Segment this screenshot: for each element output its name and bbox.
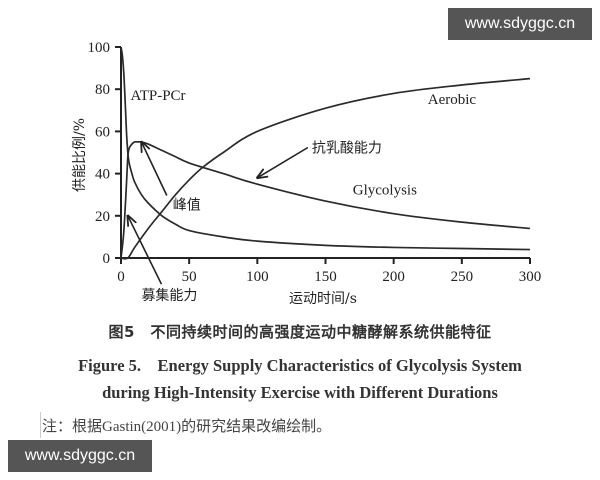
annotation-arrow: [141, 142, 168, 196]
figure-caption-english-line1: Figure 5. Energy Supply Characteristics …: [78, 356, 522, 375]
annotation-label: 募集能力: [141, 287, 197, 304]
annotation-label: Aerobic: [428, 92, 477, 108]
x-tick-label: 150: [314, 269, 337, 285]
annotation-label: ATP-PCr: [131, 88, 186, 104]
energy-supply-chart: 0 20 40 60 80 100 0 50 100 150 200 250 300 运动时间/s 供能比例…: [72, 40, 541, 307]
y-axis-label: 供能比例/%: [72, 118, 88, 192]
annotation-arrow: [257, 146, 309, 178]
y-tick-label: 100: [88, 40, 111, 56]
chart-axes: 0 20 40 60 80 100 0 50 100 150 200 250 300 运动时间/s 供能比例…: [72, 40, 541, 307]
y-tick-label: 60: [95, 124, 110, 140]
note-divider: [40, 412, 41, 438]
annotation-label: 抗乳酸能力: [312, 141, 382, 157]
x-tick-label: 0: [117, 269, 125, 285]
figure-note: 注：根据Gastin(2001)的研究结果改编绘制。: [42, 419, 332, 435]
x-tick-label: 100: [246, 269, 269, 285]
annotation-label: 峰值: [173, 197, 201, 213]
y-tick-label: 80: [95, 82, 110, 98]
watermark-top: www.sdyggc.cn: [448, 8, 592, 40]
y-tick-label: 40: [95, 167, 110, 183]
x-axis-label: 运动时间/s: [289, 291, 357, 307]
annotation-arrow: [128, 216, 163, 285]
annotation-label: Glycolysis: [353, 183, 417, 199]
y-tick-label: 0: [103, 251, 111, 267]
series-atp-pcr-line: [120, 46, 531, 251]
x-tick-label: 50: [182, 269, 197, 285]
series-aerobic-line: [120, 77, 531, 260]
y-tick-label: 20: [95, 209, 110, 225]
figure-caption-english-line2: during High-Intensity Exercise with Diff…: [102, 383, 498, 402]
x-tick-label: 300: [519, 269, 542, 285]
x-tick-label: 250: [451, 269, 474, 285]
figure-caption-chinese: 图5 不同持续时间的高强度运动中糖酵解系统供能特征: [108, 323, 492, 341]
watermark-bottom: www.sdyggc.cn: [8, 440, 152, 472]
x-tick-label: 200: [382, 269, 405, 285]
